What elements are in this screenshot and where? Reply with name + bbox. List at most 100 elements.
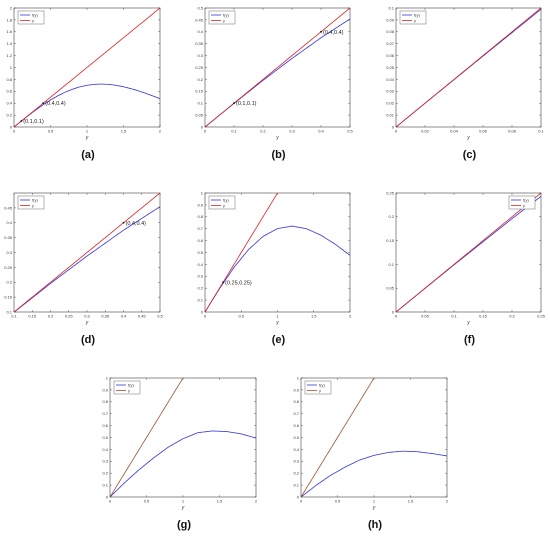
- annotation-point: [222, 281, 225, 284]
- x-tick-label: 0.2: [509, 314, 515, 319]
- x-tick-label: 0.25: [537, 314, 546, 319]
- y-tick-label: 0.09: [386, 17, 395, 22]
- y-tick-label: 2: [10, 5, 13, 10]
- x-tick-label: 0.2: [260, 129, 266, 134]
- x-tick-label: 0: [13, 129, 16, 134]
- y-tick-label: 0.1: [388, 5, 394, 10]
- y-tick-label: 0.6: [6, 89, 12, 94]
- legend-entry: f(y): [223, 197, 229, 202]
- y-tick-label: 0.6: [293, 423, 299, 428]
- x-tick-label: 0.2: [48, 314, 54, 319]
- y-tick-label: 0.8: [293, 399, 299, 404]
- legend-entry: f(y): [223, 12, 229, 17]
- legend: f(y)y: [399, 10, 427, 25]
- plot-frame: [109, 377, 257, 498]
- y-tick-label: 0.03: [386, 89, 395, 94]
- x-axis-label: y: [466, 320, 470, 326]
- x-tick-label: 0: [300, 499, 303, 504]
- legend-entry: f(y): [32, 197, 38, 202]
- x-axis-label: y: [466, 135, 470, 141]
- legend-box: [508, 195, 536, 210]
- y-tick-label: 0.3: [293, 459, 299, 464]
- y-tick-label: 0: [297, 494, 300, 499]
- y-tick-label: 1.8: [6, 17, 12, 22]
- y-tick-label: 1.6: [6, 29, 12, 34]
- y-tick-label: 0.1: [197, 298, 203, 303]
- y-tick-label: 0.7: [197, 226, 203, 231]
- x-axis-label: y: [275, 135, 279, 141]
- y-tick-label: 0: [106, 494, 109, 499]
- y-tick-label: 0.2: [197, 77, 203, 82]
- y-tick-label: 0.9: [197, 202, 203, 207]
- annotation-point: [20, 120, 23, 122]
- chart-panel: 0 0.05 0.1 0.15 0.2 0.2500.050.10.150.20.25yf…: [386, 190, 545, 346]
- y-tick-label: 0.15: [386, 238, 395, 243]
- x-tick-label: 0: [204, 129, 207, 134]
- x-tick-label: 0.04: [450, 129, 459, 134]
- x-tick-label: 0.15: [28, 314, 37, 319]
- y-tick-label: 0.1: [293, 483, 299, 488]
- y-tick-label: 0.7: [293, 411, 299, 416]
- plot-frame: [300, 377, 448, 498]
- y-tick-label: 0.8: [197, 214, 203, 219]
- annotation-label: (0.25,0.25): [225, 280, 252, 286]
- legend-entry: f(y): [523, 197, 529, 202]
- x-tick-label: 0.4: [318, 129, 324, 134]
- y-tick-label: 0.4: [197, 262, 203, 267]
- legend-entry: y: [223, 203, 225, 208]
- y-tick-label: 0.25: [195, 65, 204, 70]
- panel-caption: (e): [272, 334, 286, 346]
- y-tick-label: 0.06: [386, 53, 395, 58]
- y-tick-label: 0.35: [4, 235, 13, 240]
- x-tick-label: 0.02: [421, 129, 430, 134]
- y-tick-label: 0.3: [197, 53, 203, 58]
- y-tick-label: 0.02: [386, 101, 395, 106]
- series-line-y: [14, 8, 160, 127]
- y-tick-label: 0.4: [6, 220, 12, 225]
- y-tick-label: 1: [297, 375, 300, 380]
- x-tick-label: 0.3: [84, 314, 90, 319]
- x-tick-label: 2: [255, 499, 258, 504]
- x-tick-label: 2: [349, 314, 352, 319]
- y-tick-label: 0.25: [386, 190, 395, 195]
- y-tick-label: 0.5: [197, 250, 203, 255]
- y-tick-label: 0.5: [197, 5, 203, 10]
- x-tick-label: 0: [395, 129, 398, 134]
- legend-entry: y: [523, 203, 525, 208]
- x-tick-label: 0.1: [11, 314, 17, 319]
- x-tick-label: 0.1: [538, 129, 544, 134]
- y-tick-label: 0.2: [197, 286, 203, 291]
- x-tick-label: 1: [373, 499, 376, 504]
- x-axis-label: y: [275, 320, 279, 326]
- y-tick-label: 0: [10, 124, 13, 129]
- legend-entry: y: [223, 18, 225, 23]
- annotation-point: [42, 102, 45, 105]
- legend-box: [208, 10, 236, 25]
- series-line-f: [205, 225, 350, 312]
- x-tick-label: 0.35: [101, 314, 110, 319]
- annotation-label: (0.4,0.4): [45, 101, 66, 107]
- y-tick-label: 0.4: [102, 447, 108, 452]
- y-tick-label: 0.07: [386, 41, 395, 46]
- annotation-label: (0.1,0.1): [23, 119, 44, 125]
- legend: f(y)y: [17, 195, 45, 210]
- panel-caption: (b): [271, 149, 285, 161]
- legend-entry: f(y): [414, 12, 420, 17]
- y-tick-label: 0.1: [6, 309, 12, 314]
- x-tick-label: 2: [446, 499, 449, 504]
- legend: f(y)y: [113, 380, 141, 395]
- x-axis-label: y: [372, 505, 376, 511]
- chart-panel: 0 0.5 1 1.5 200.10.20.30.40.50.60.70.80.91yf…: [293, 375, 449, 531]
- legend: f(y)y: [304, 380, 332, 395]
- x-tick-label: 1.5: [408, 499, 414, 504]
- y-tick-label: 0.1: [197, 101, 203, 106]
- x-tick-label: 0.5: [157, 314, 163, 319]
- x-tick-label: 0.5: [238, 314, 244, 319]
- y-tick-label: 1: [106, 375, 109, 380]
- y-tick-label: 0.35: [195, 41, 204, 46]
- annotation-point: [320, 30, 322, 33]
- y-tick-label: 0: [201, 309, 204, 314]
- y-tick-label: 0.15: [195, 89, 204, 94]
- x-tick-label: 2: [159, 129, 162, 134]
- series-line-f: [14, 83, 160, 127]
